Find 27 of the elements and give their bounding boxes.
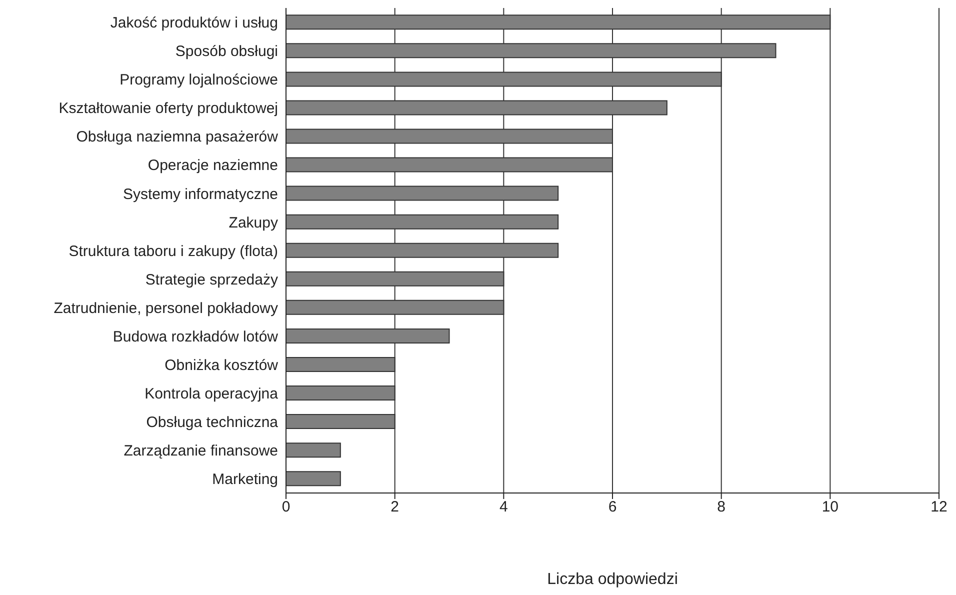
y-tick-label: Obsługa techniczna <box>146 414 279 431</box>
y-tick-label: Kontrola operacyjna <box>144 385 279 402</box>
y-tick-label: Obsługa naziemna pasażerów <box>76 128 278 146</box>
x-tick-label: 10 <box>822 498 839 516</box>
y-tick-label: Zakupy <box>228 214 278 232</box>
y-tick-label: Obniżka kosztów <box>164 356 278 374</box>
x-tick-label: 4 <box>499 498 508 516</box>
y-tick-label: Operacje naziemne <box>148 157 278 174</box>
y-tick-label: Marketing <box>212 471 278 488</box>
bar <box>286 442 341 458</box>
x-axis-title: Liczba odpowiedzi <box>547 571 678 588</box>
x-tick-label: 8 <box>717 498 726 516</box>
y-tick-label: Systemy informatyczne <box>122 186 278 203</box>
y-tick-label: Programy lojalnościowe <box>120 72 278 89</box>
x-tick-label: 12 <box>930 498 948 516</box>
y-tick-label: Zarządzanie finansowe <box>124 442 278 460</box>
y-tick-label: Budowa rozkładów lotów <box>112 328 278 346</box>
x-tick-label: 2 <box>390 498 400 516</box>
y-tick-label: Jakość produktów i usług <box>110 14 278 32</box>
y-tick-label: Strategie sprzedaży <box>145 271 278 288</box>
y-tick-label: Sposób obsługi <box>175 43 278 60</box>
y-tick-label: Zatrudnienie, personel pokładowy <box>54 300 278 317</box>
y-tick-label: Kształtowanie oferty produktowej <box>58 100 278 118</box>
y-tick-label: Struktura taboru i zakupy (flota) <box>68 242 278 260</box>
bar <box>286 471 341 486</box>
x-tick-label: 0 <box>282 498 290 516</box>
x-tick-label: 6 <box>608 498 617 516</box>
